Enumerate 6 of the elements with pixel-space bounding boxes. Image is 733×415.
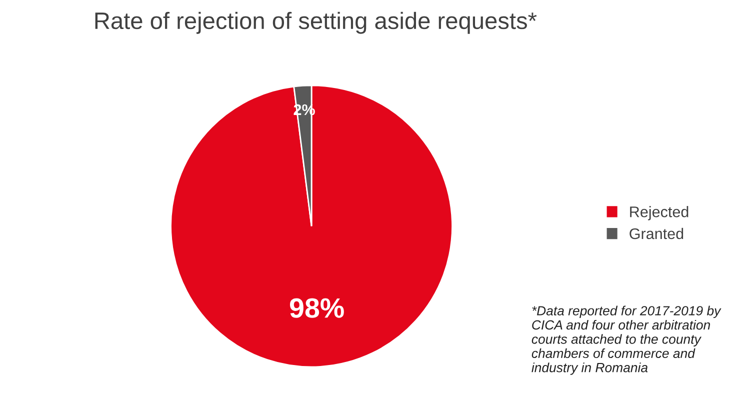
- chart-title: Rate of rejection of setting aside requests*: [95, 12, 537, 34]
- pie-slice: [170, 84, 453, 368]
- legend-label: Granted: [630, 228, 684, 240]
- data-label: 98%: [290, 298, 344, 318]
- text: *Data reported for 2017-2019 by CICA and four other arbitration courts attached to the county chambers of commerce and industry in Romania: [532, 306, 722, 375]
- legend-label: Rejected: [630, 206, 688, 220]
